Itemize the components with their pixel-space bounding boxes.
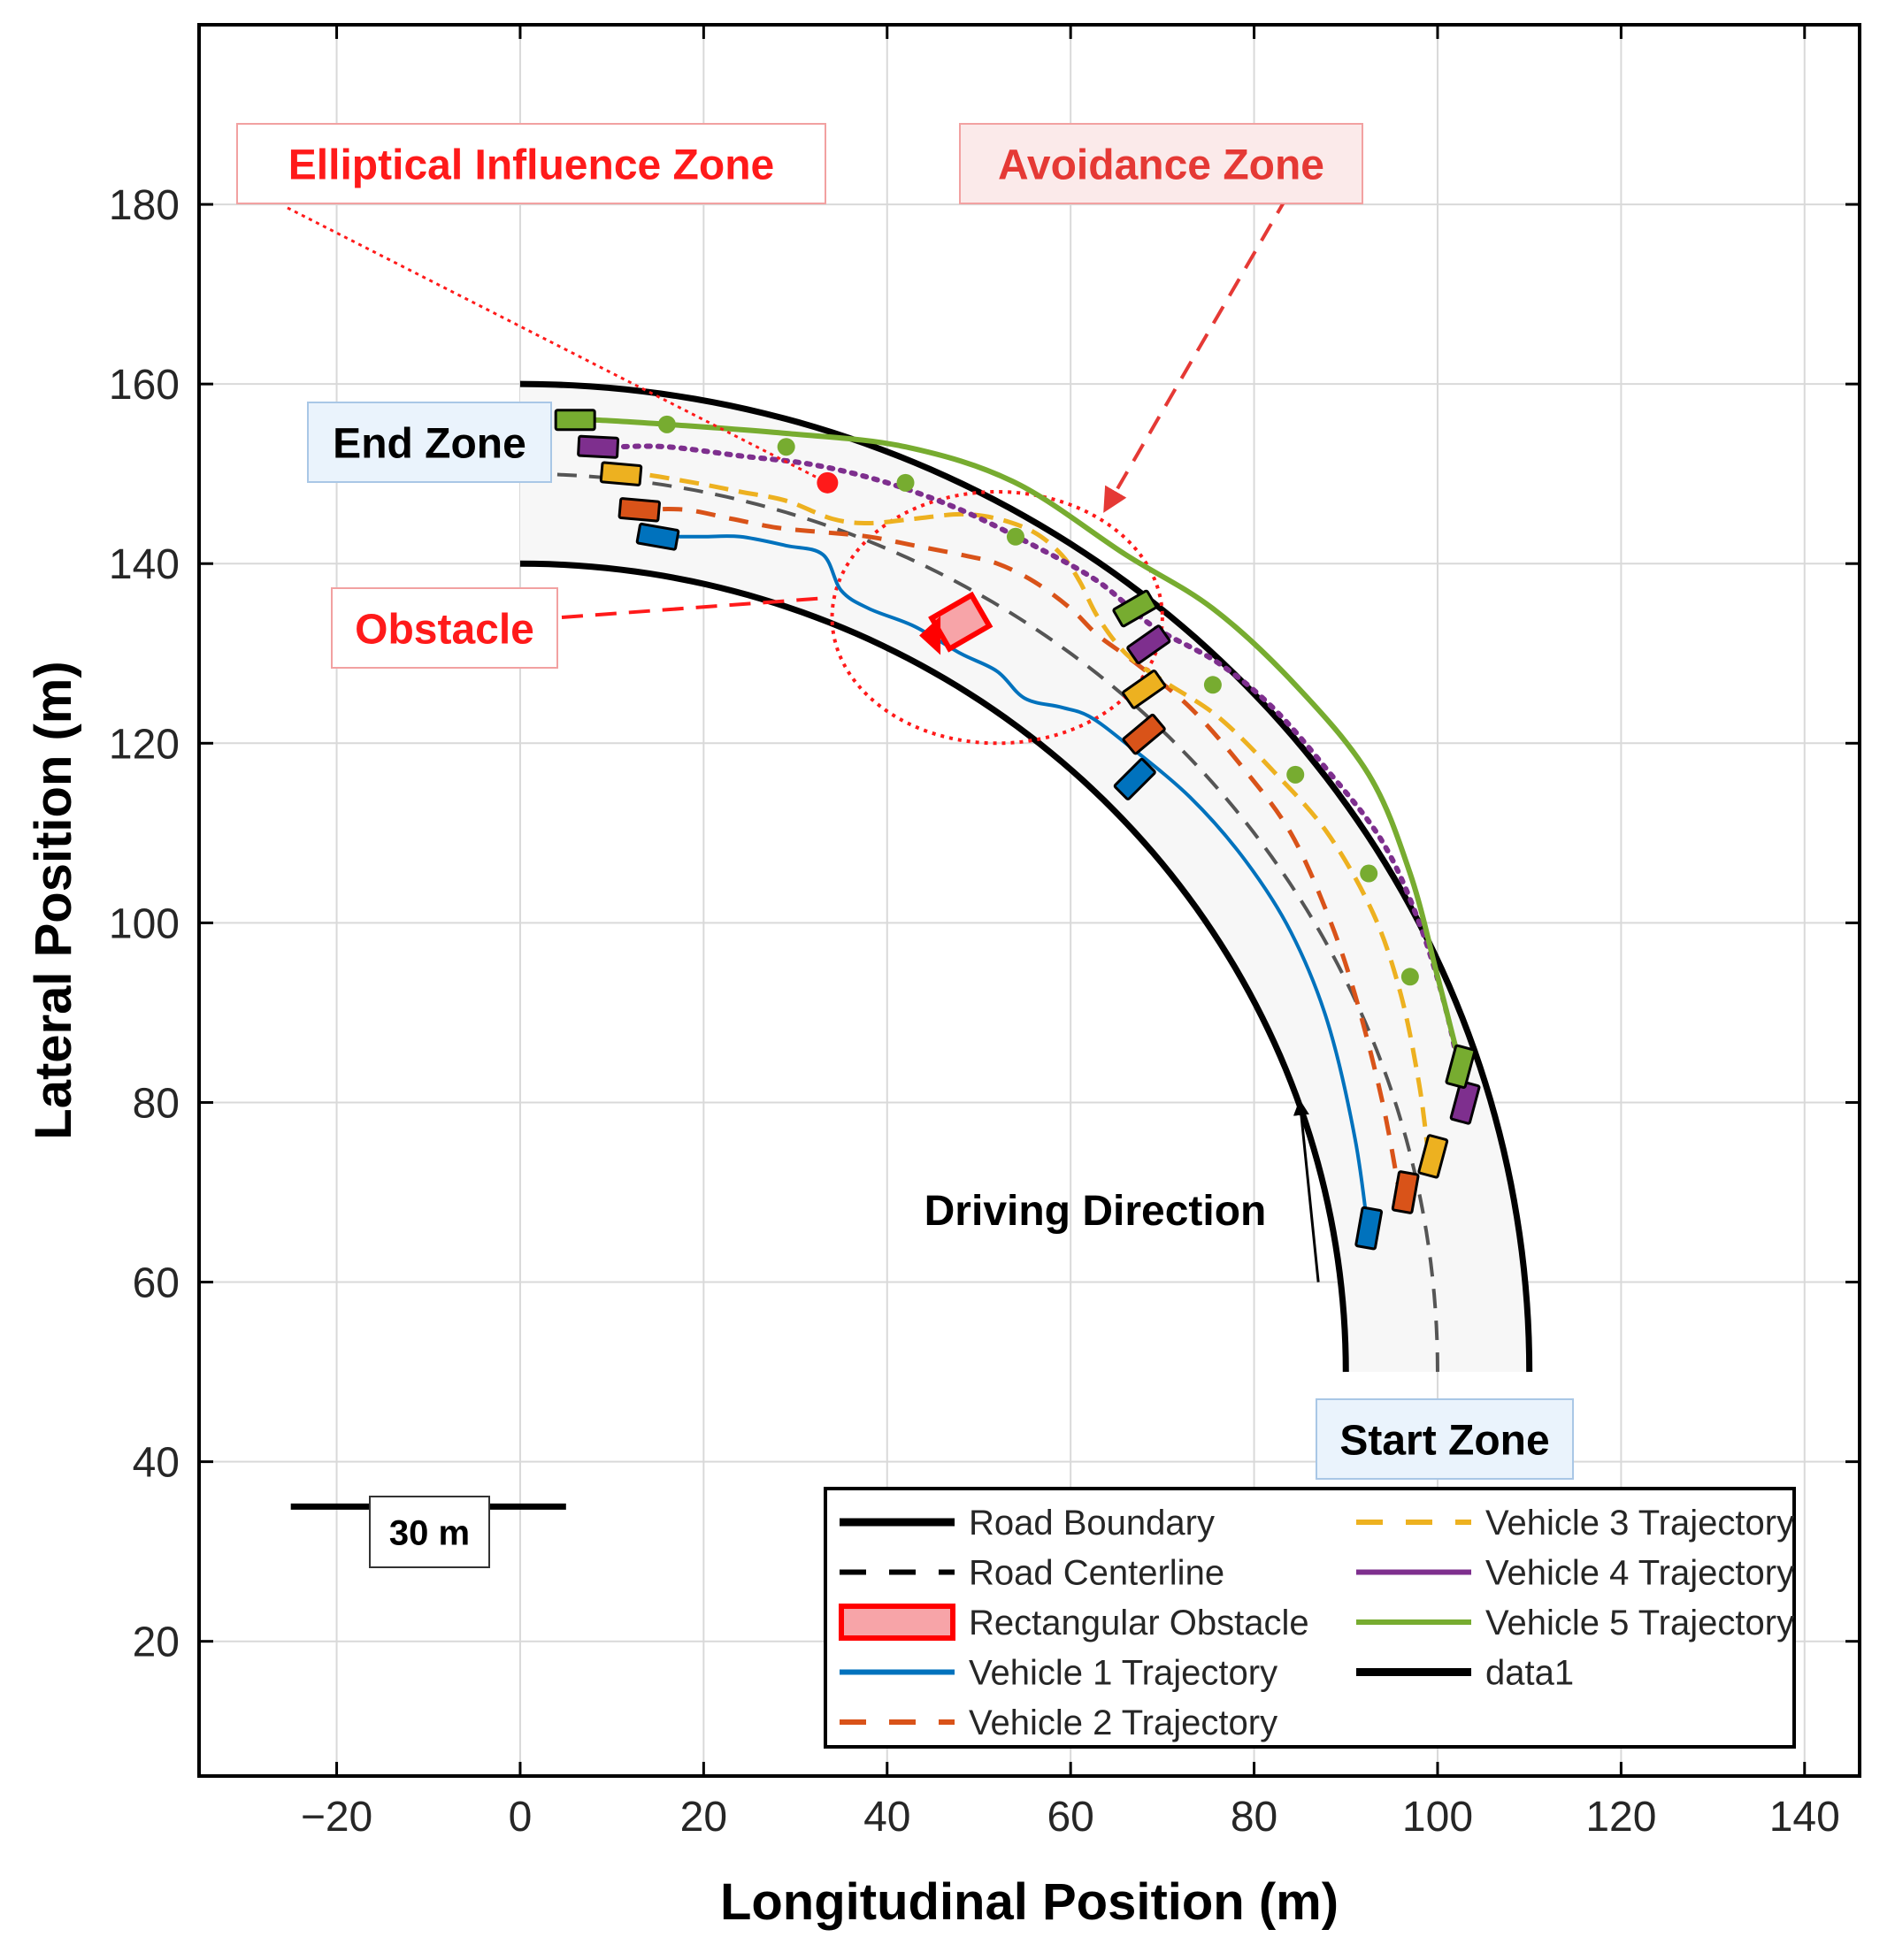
series-line-vehicle-3 bbox=[611, 471, 1431, 1157]
vehicle-box bbox=[554, 409, 596, 432]
elliptical-zone-label-text: Elliptical Influence Zone bbox=[288, 142, 774, 188]
legend-label: Vehicle 5 Trajectory bbox=[1485, 1604, 1794, 1642]
x-tick-label: 40 bbox=[863, 1794, 910, 1841]
elliptical-zone-label-box bbox=[236, 123, 826, 204]
y-axis-label: Lateral Position (m) bbox=[25, 661, 82, 1139]
avoidance-zone-label-text: Avoidance Zone bbox=[998, 142, 1324, 188]
series-line-vehicle-2 bbox=[639, 507, 1403, 1202]
y-tick-label: 40 bbox=[133, 1440, 180, 1487]
y-tick-label: 180 bbox=[109, 182, 180, 229]
driving-direction-label: Driving Direction bbox=[924, 1188, 1267, 1235]
end-zone-label: End Zone bbox=[307, 402, 552, 483]
vehicle-box bbox=[1354, 1206, 1384, 1251]
series-line-vehicle-5 bbox=[556, 417, 1463, 1068]
start-zone-label-box bbox=[1316, 1398, 1574, 1480]
obstacle-arrowhead bbox=[919, 616, 941, 655]
avoidance-zone-arrow bbox=[1103, 195, 1289, 513]
series-line-vehicle-4 bbox=[581, 443, 1469, 1106]
grid bbox=[199, 25, 1860, 1776]
series-marker-vehicle-5 bbox=[896, 473, 915, 492]
vehicle-box bbox=[1391, 1170, 1420, 1214]
vehicle-box bbox=[1122, 713, 1166, 755]
start-zone-label-text: Start Zone bbox=[1339, 1417, 1549, 1464]
avoidance-zone-label-box bbox=[959, 123, 1363, 204]
plot-frame bbox=[197, 23, 1861, 1778]
annotations: Elliptical Influence Zone Avoidance Zone O… bbox=[236, 123, 1574, 1568]
x-tick-label: 20 bbox=[680, 1794, 727, 1841]
vehicle-box bbox=[577, 434, 620, 459]
legend-box bbox=[824, 1487, 1796, 1749]
driving-direction-arrow bbox=[1293, 1099, 1320, 1282]
x-tick-label: 80 bbox=[1231, 1794, 1277, 1841]
y-tick-label: 60 bbox=[133, 1260, 180, 1307]
legend-label: Road Centerline bbox=[969, 1554, 1224, 1593]
series-marker-vehicle-5 bbox=[1006, 527, 1024, 546]
vehicles bbox=[554, 409, 1481, 1251]
scale-bar-label: 30 m bbox=[369, 1496, 490, 1568]
x-tick-label: 120 bbox=[1585, 1794, 1656, 1841]
legend-swatch bbox=[839, 1604, 955, 1641]
x-tick-label: 100 bbox=[1402, 1794, 1473, 1841]
road-centerline bbox=[519, 471, 1439, 1373]
legend-label: Rectangular Obstacle bbox=[969, 1604, 1309, 1642]
y-tick-label: 20 bbox=[133, 1619, 180, 1666]
series-marker-vehicle-5 bbox=[1203, 676, 1222, 694]
obstacle-label: Obstacle bbox=[331, 587, 558, 669]
end-zone-label-box bbox=[307, 402, 552, 483]
x-tick-label: 140 bbox=[1769, 1794, 1840, 1841]
vehicle-box bbox=[635, 522, 680, 551]
series-marker-vehicle-5 bbox=[1286, 765, 1305, 784]
y-tick-label: 100 bbox=[109, 900, 180, 947]
end-zone-label-text: End Zone bbox=[333, 420, 526, 467]
vehicle-box bbox=[1112, 589, 1158, 628]
series-line-vehicle-1 bbox=[657, 534, 1371, 1238]
axes: −20 0 20 40 60 80 100 120 140 20 40 60 80 100 120 140 16… bbox=[25, 23, 1861, 1931]
y-tick-label: 120 bbox=[109, 721, 180, 768]
vehicle-box bbox=[1417, 1134, 1449, 1179]
scale-bar-label-box bbox=[369, 1496, 490, 1568]
series-marker-vehicle-5 bbox=[1400, 968, 1419, 986]
road-boundary-inner bbox=[519, 560, 1349, 1373]
vehicle-box bbox=[1113, 757, 1156, 800]
legend: Road Boundary Road Centerline Rectangular … bbox=[824, 1487, 1796, 1749]
obstacle-label-text: Obstacle bbox=[355, 606, 534, 653]
series-marker-vehicle-5 bbox=[1360, 864, 1378, 883]
series-marker-vehicle-5 bbox=[657, 415, 676, 433]
obstacle-label-box bbox=[331, 587, 558, 669]
x-axis-label: Longitudinal Position (m) bbox=[720, 1873, 1339, 1931]
start-zone-label: Start Zone bbox=[1316, 1398, 1574, 1480]
scale-bar-label-text: 30 m bbox=[389, 1513, 470, 1552]
series-marker-vehicle-5 bbox=[777, 438, 795, 456]
legend-label: Vehicle 1 Trajectory bbox=[969, 1654, 1277, 1693]
vehicle-box bbox=[599, 461, 643, 486]
elliptical-zone-label: Elliptical Influence Zone bbox=[236, 123, 826, 204]
avoidance-zone-label: Avoidance Zone bbox=[959, 123, 1363, 204]
x-tick-label: 0 bbox=[509, 1794, 533, 1841]
x-tick-label: −20 bbox=[301, 1794, 372, 1841]
vehicle-box bbox=[1449, 1080, 1481, 1125]
rectangular-obstacle bbox=[928, 591, 994, 653]
vehicle-box bbox=[1126, 624, 1171, 664]
legend-label: Vehicle 2 Trajectory bbox=[969, 1704, 1277, 1742]
x-tick-label: 60 bbox=[1047, 1794, 1093, 1841]
legend-label: Vehicle 4 Trajectory bbox=[1485, 1554, 1794, 1593]
legend-label: Vehicle 3 Trajectory bbox=[1485, 1504, 1794, 1543]
y-tick-label: 160 bbox=[109, 362, 180, 409]
vehicle-box bbox=[618, 497, 661, 523]
y-tick-label: 80 bbox=[133, 1080, 180, 1127]
vehicle-box bbox=[1445, 1044, 1477, 1089]
y-tick-label: 140 bbox=[109, 541, 180, 588]
trajectories bbox=[556, 415, 1469, 1238]
legend-label: Road Boundary bbox=[969, 1504, 1215, 1543]
vehicle-box bbox=[1122, 670, 1167, 709]
elliptical-zone-marker bbox=[817, 471, 839, 494]
obstacle-leader bbox=[561, 596, 828, 619]
legend-label: data1 bbox=[1485, 1654, 1574, 1693]
